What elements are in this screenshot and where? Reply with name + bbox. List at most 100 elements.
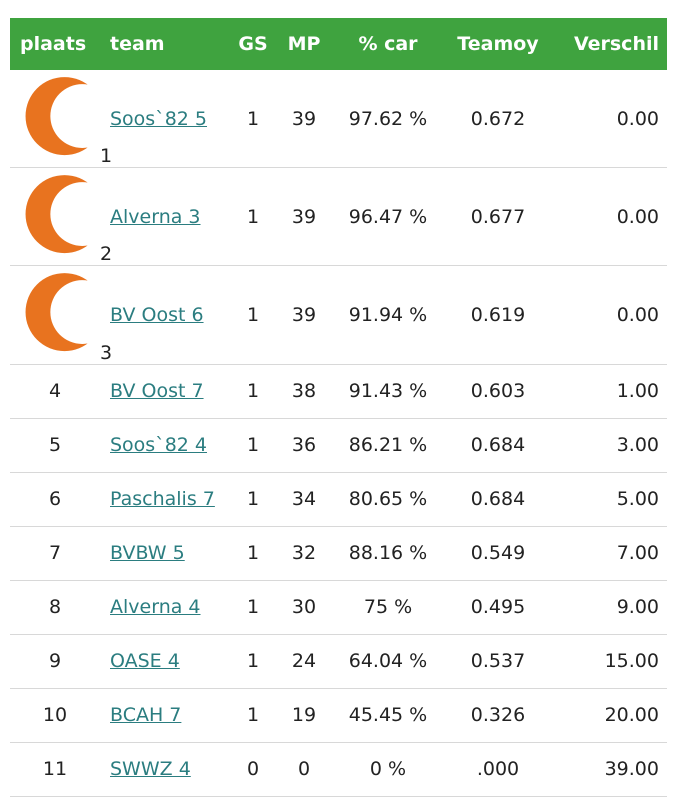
table-row: 9 OASE 4 1 24 64.04 % 0.537 15.00 <box>10 634 667 689</box>
team-cell: Paschalis 7 <box>100 472 230 527</box>
teamoy-cell: 0.549 <box>444 526 552 581</box>
car-cell: 80.65 % <box>332 472 444 527</box>
column-header: Teamoy <box>444 18 552 70</box>
verschil-cell: 20.00 <box>552 688 667 743</box>
rank-cell: 4 <box>10 364 100 419</box>
teamoy-cell: 0.326 <box>444 688 552 743</box>
teamoy-cell: .000 <box>444 742 552 797</box>
rank-number: 2 <box>99 243 113 266</box>
teamoy-cell: 0.603 <box>444 364 552 419</box>
mp-cell: 39 <box>276 70 332 169</box>
medal: 1 <box>22 77 113 168</box>
team-link[interactable]: Paschalis 7 <box>110 488 215 511</box>
car-cell: 91.43 % <box>332 364 444 419</box>
teamoy-cell: 0.684 <box>444 418 552 473</box>
team-link[interactable]: Soos`82 5 <box>110 107 208 130</box>
ranking-table: plaats team GS MP% car Teamoy Verschil 1 Soos`… <box>10 18 667 797</box>
rank-number: 3 <box>99 341 113 364</box>
mp-cell: 36 <box>276 418 332 473</box>
rank-number: 1 <box>99 145 113 168</box>
rank-cell: 5 <box>10 418 100 473</box>
team-cell: Soos`82 4 <box>100 418 230 473</box>
verschil-cell: 3.00 <box>552 418 667 473</box>
team-link[interactable]: OASE 4 <box>110 650 180 673</box>
team-link[interactable]: BCAH 7 <box>110 704 182 727</box>
mp-cell: 32 <box>276 526 332 581</box>
verschil-cell: 9.00 <box>552 580 667 635</box>
gs-cell: 0 <box>230 742 276 797</box>
teamoy-cell: 0.495 <box>444 580 552 635</box>
page: plaats team GS MP% car Teamoy Verschil 1 Soos`… <box>10 18 667 797</box>
mp-cell: 39 <box>276 167 332 267</box>
teamoy-cell: 0.684 <box>444 472 552 527</box>
table-row: 5 Soos`82 4 1 36 86.21 % 0.684 3.00 <box>10 418 667 473</box>
mp-cell: 30 <box>276 580 332 635</box>
car-cell: 96.47 % <box>332 167 444 267</box>
table-row: 7 BVBW 5 1 32 88.16 % 0.549 7.00 <box>10 526 667 581</box>
car-cell: 0 % <box>332 742 444 797</box>
rank-cell: 8 <box>10 580 100 635</box>
car-cell: 86.21 % <box>332 418 444 473</box>
teamoy-cell: 0.619 <box>444 265 552 365</box>
mp-cell: 34 <box>276 472 332 527</box>
verschil-cell: 0.00 <box>552 265 667 365</box>
mp-cell: 0 <box>276 742 332 797</box>
car-cell: 45.45 % <box>332 688 444 743</box>
car-cell: 88.16 % <box>332 526 444 581</box>
team-link[interactable]: Alverna 3 <box>110 205 201 228</box>
gs-cell: 1 <box>230 526 276 581</box>
team-cell: Soos`82 5 <box>100 70 230 169</box>
team-cell: BV Oost 6 <box>100 265 230 365</box>
column-header: Verschil <box>552 18 667 70</box>
table-row: 10 BCAH 7 1 19 45.45 % 0.326 20.00 <box>10 688 667 743</box>
gs-cell: 1 <box>230 472 276 527</box>
mp-cell: 38 <box>276 364 332 419</box>
gs-cell: 1 <box>230 364 276 419</box>
team-link[interactable]: Soos`82 4 <box>110 434 208 457</box>
verschil-cell: 5.00 <box>552 472 667 527</box>
column-header: % car <box>332 18 444 70</box>
table-head: plaats team GS MP% car Teamoy Verschil <box>10 18 667 70</box>
verschil-cell: 0.00 <box>552 167 667 267</box>
team-link[interactable]: SWWZ 4 <box>110 758 191 781</box>
gs-cell: 1 <box>230 418 276 473</box>
rank-cell: 2 <box>10 167 112 267</box>
medal: 2 <box>22 175 113 266</box>
team-link[interactable]: BV Oost 6 <box>110 303 204 326</box>
table-row: 1 Soos`82 5 1 39 97.62 % 0.672 0.00 <box>10 70 667 169</box>
team-cell: SWWZ 4 <box>100 742 230 797</box>
rank-cell: 11 <box>10 742 100 797</box>
verschil-cell: 39.00 <box>552 742 667 797</box>
team-link[interactable]: BVBW 5 <box>110 542 185 565</box>
mp-cell: 39 <box>276 265 332 365</box>
gs-cell: 1 <box>230 634 276 689</box>
mp-cell: 19 <box>276 688 332 743</box>
medal-icon <box>25 273 104 352</box>
car-cell: 64.04 % <box>332 634 444 689</box>
table-row: 6 Paschalis 7 1 34 80.65 % 0.684 5.00 <box>10 472 667 527</box>
verschil-cell: 7.00 <box>552 526 667 581</box>
team-cell: BCAH 7 <box>100 688 230 743</box>
verschil-cell: 15.00 <box>552 634 667 689</box>
medal-icon <box>25 175 104 254</box>
table-row: 2 Alverna 3 1 39 96.47 % 0.677 0.00 <box>10 167 667 267</box>
gs-cell: 1 <box>230 580 276 635</box>
gs-cell: 1 <box>230 265 276 365</box>
team-cell: BVBW 5 <box>100 526 230 581</box>
team-cell: OASE 4 <box>100 634 230 689</box>
car-cell: 75 % <box>332 580 444 635</box>
team-cell: Alverna 3 <box>100 167 230 267</box>
rank-cell: 9 <box>10 634 100 689</box>
column-header: MP <box>276 18 332 70</box>
rank-cell: 1 <box>10 70 112 169</box>
table-row: 8 Alverna 4 1 30 75 % 0.495 9.00 <box>10 580 667 635</box>
team-link[interactable]: BV Oost 7 <box>110 380 204 403</box>
rank-cell: 7 <box>10 526 100 581</box>
teamoy-cell: 0.677 <box>444 167 552 267</box>
team-link[interactable]: Alverna 4 <box>110 596 201 619</box>
medal-icon <box>25 77 104 156</box>
column-header: plaats <box>10 18 100 70</box>
team-cell: Alverna 4 <box>100 580 230 635</box>
